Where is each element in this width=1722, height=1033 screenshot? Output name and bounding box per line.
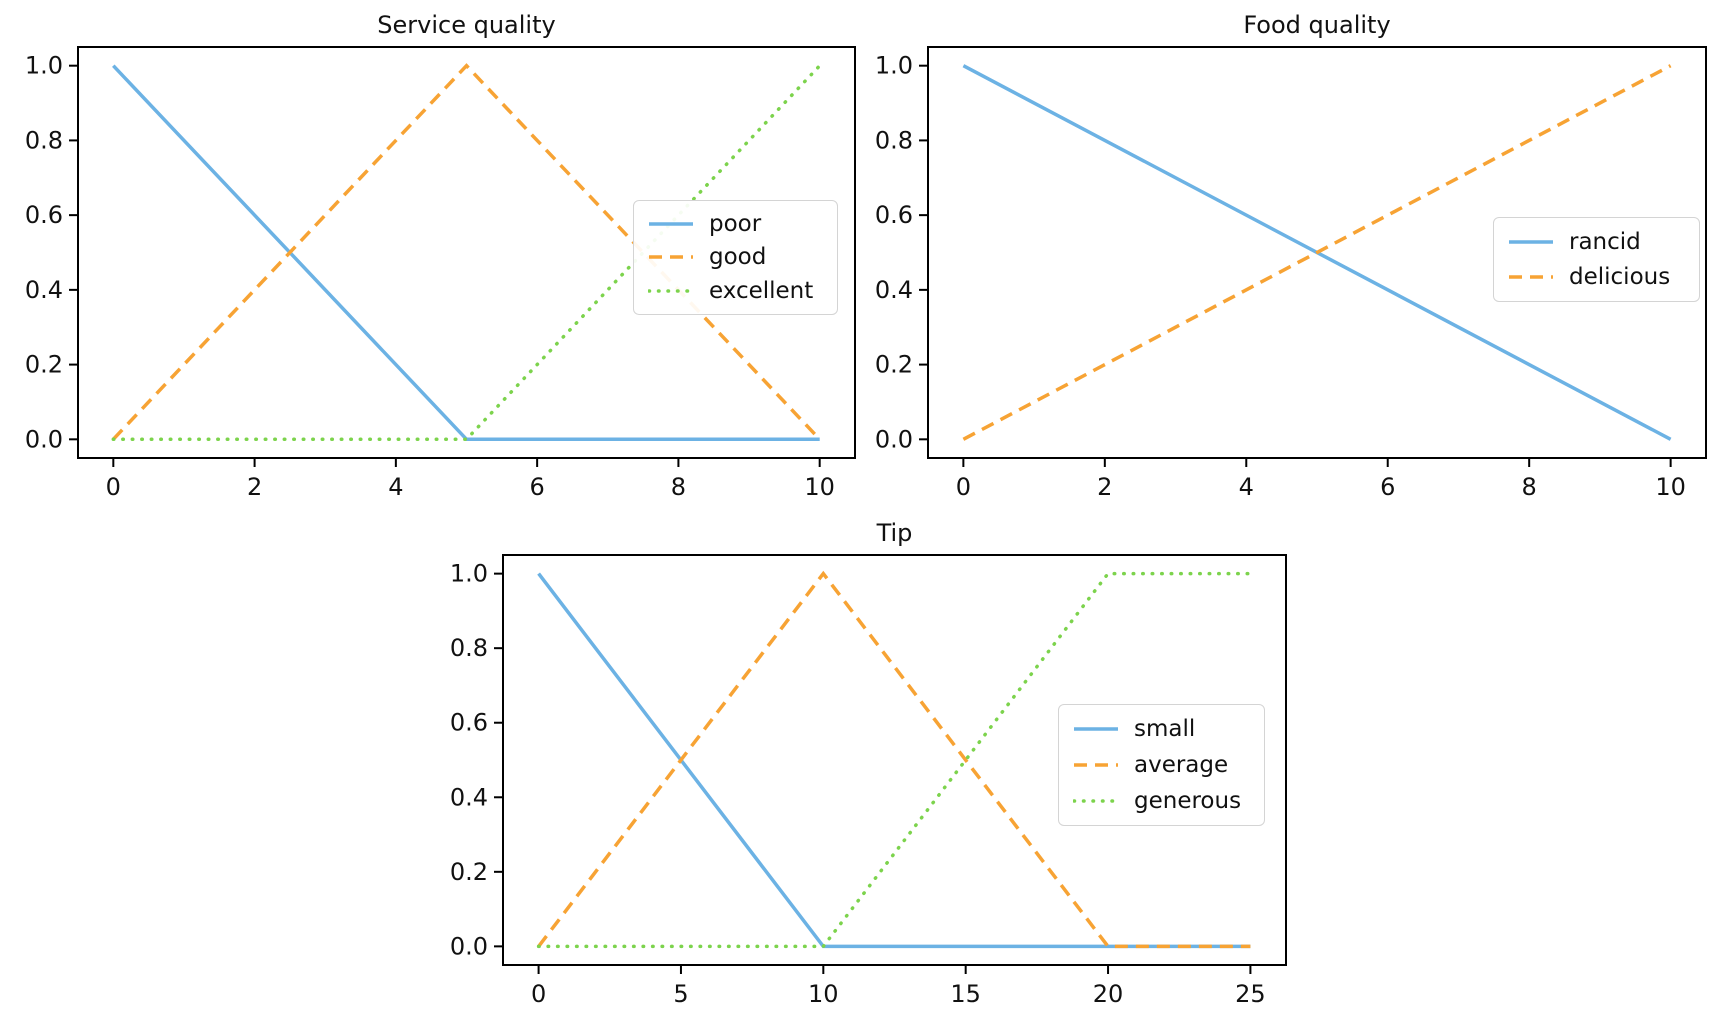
legend-label: generous bbox=[1134, 788, 1242, 814]
y-tick-label: 0.4 bbox=[450, 783, 488, 811]
legend-entry-average: average bbox=[1073, 752, 1250, 778]
x-tick-label: 4 bbox=[388, 473, 403, 501]
y-tick-label: 1.0 bbox=[25, 52, 63, 80]
legend-entry-rancid: rancid bbox=[1508, 229, 1685, 255]
series-line-good bbox=[112, 63, 821, 441]
x-tick-label: 8 bbox=[671, 473, 686, 501]
axes-spines bbox=[927, 46, 1707, 459]
x-tick-label: 8 bbox=[1522, 473, 1537, 501]
x-tick-label: 0 bbox=[106, 473, 121, 501]
legend-label: small bbox=[1134, 716, 1196, 742]
y-tick-label: 0.0 bbox=[875, 425, 913, 453]
y-tick-label: 0.2 bbox=[450, 858, 488, 886]
legend-label: poor bbox=[709, 210, 762, 237]
y-tick-label: 0.2 bbox=[25, 351, 63, 379]
x-tick-label: 5 bbox=[673, 980, 688, 1008]
y-tick-label: 0.8 bbox=[25, 126, 63, 154]
legend-entry-generous: generous bbox=[1073, 788, 1250, 814]
series-line-excellent bbox=[111, 63, 822, 442]
x-tick-label: 2 bbox=[1097, 473, 1112, 501]
x-tick-label: 0 bbox=[956, 473, 971, 501]
x-tick-label: 4 bbox=[1239, 473, 1254, 501]
y-tick-label: 1.0 bbox=[450, 560, 488, 588]
legend-sample-line-dotted bbox=[648, 289, 694, 293]
legend-sample-line-dashed bbox=[1074, 763, 1118, 767]
plot-area-food-quality: 0 2 4 6 8 10 0.0 0.2 0.4 0.6 0.8 1.0 bbox=[875, 46, 1707, 501]
series-line-generous bbox=[536, 571, 1253, 949]
legend-tip: small average generous bbox=[1058, 704, 1265, 826]
x-tick-label: 10 bbox=[804, 473, 835, 501]
y-tick-label: 0.8 bbox=[875, 126, 913, 154]
legend-entry-small: small bbox=[1073, 716, 1250, 742]
x-tick-label: 25 bbox=[1235, 980, 1266, 1008]
legend-sample-line-dashed bbox=[1509, 275, 1553, 279]
legend-sample-line-solid bbox=[1509, 240, 1553, 244]
y-tick-label: 0.0 bbox=[450, 932, 488, 960]
plot-area-tip: 0 5 10 15 20 25 0.0 0.2 0.4 0.6 0.8 1.0 bbox=[450, 554, 1287, 1008]
legend-label: excellent bbox=[709, 278, 814, 305]
legend-label: good bbox=[709, 244, 767, 271]
x-tick-label: 10 bbox=[1655, 473, 1686, 501]
y-tick-label: 0.6 bbox=[25, 201, 63, 229]
chart-title-service-quality: Service quality bbox=[377, 11, 556, 39]
legend-label: delicious bbox=[1569, 264, 1671, 291]
x-tick-label: 0 bbox=[531, 980, 546, 1008]
legend-sample-line-dotted bbox=[1073, 799, 1119, 803]
y-tick-label: 0.6 bbox=[450, 709, 488, 737]
legend-entry-good: good bbox=[648, 244, 823, 270]
legend-label: rancid bbox=[1569, 228, 1641, 255]
y-tick-label: 0.2 bbox=[875, 351, 913, 379]
chart-title-tip: Tip bbox=[876, 519, 913, 547]
axes-spines bbox=[502, 554, 1287, 966]
legend-entry-poor: poor bbox=[648, 211, 823, 237]
y-tick-label: 0.4 bbox=[25, 276, 63, 304]
y-tick-label: 0.4 bbox=[875, 276, 913, 304]
legend-sample-line-solid bbox=[649, 222, 693, 226]
x-tick-label: 15 bbox=[950, 980, 981, 1008]
chart-title-food-quality: Food quality bbox=[1243, 11, 1391, 39]
y-tick-label: 0.8 bbox=[450, 634, 488, 662]
series-line-average bbox=[537, 570, 1251, 949]
plot-area-service-quality: 0 2 4 6 8 10 0.0 0.2 0.4 0.6 0.8 1.0 bbox=[25, 46, 856, 501]
legend-entry-excellent: excellent bbox=[648, 278, 823, 304]
series-line-delicious bbox=[962, 64, 1672, 441]
x-tick-label: 20 bbox=[1093, 980, 1124, 1008]
y-tick-label: 0.6 bbox=[875, 201, 913, 229]
x-tick-label: 6 bbox=[529, 473, 544, 501]
legend-sample-line-solid bbox=[1074, 727, 1118, 731]
axes-spines bbox=[77, 46, 856, 459]
y-tick-label: 0.0 bbox=[25, 425, 63, 453]
x-tick-label: 6 bbox=[1380, 473, 1395, 501]
x-tick-label: 10 bbox=[808, 980, 839, 1008]
legend-entry-delicious: delicious bbox=[1508, 264, 1685, 290]
legend-sample-line-dashed bbox=[649, 255, 693, 260]
y-tick-label: 1.0 bbox=[875, 52, 913, 80]
chart-food-quality: Food quality 0 2 4 6 8 10 0.0 0.2 0.4 0.6 0.8 1.0 r… bbox=[858, 8, 1720, 510]
x-tick-label: 2 bbox=[247, 473, 262, 501]
legend-service-quality: poor good excellent bbox=[633, 200, 838, 315]
legend-label: average bbox=[1134, 752, 1229, 778]
chart-tip: Tip 0 5 10 15 20 25 0.0 0.2 0.4 0.6 0.8 1.0 small av… bbox=[433, 516, 1301, 1031]
chart-service-quality: Service quality 0 2 4 6 8 10 0.0 0.2 0.4 0.6 0.8 1.… bbox=[8, 8, 870, 510]
legend-food-quality: rancid delicious bbox=[1493, 217, 1700, 302]
